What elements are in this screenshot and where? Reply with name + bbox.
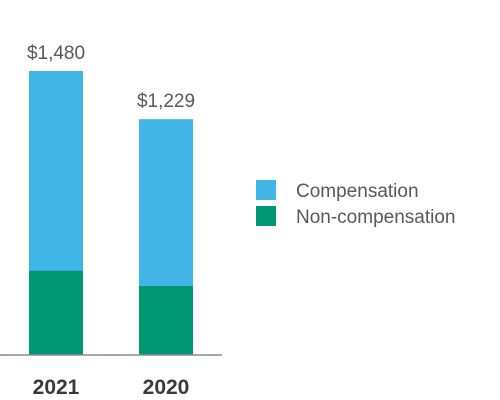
x-tick-label-2021: 2021 xyxy=(33,376,80,399)
total-label-2021: $1,480 xyxy=(27,43,85,64)
legend-label-non-compensation: Non-compensation xyxy=(296,207,455,228)
bar-non-compensation-2020 xyxy=(139,285,193,355)
x-tick-labels-group: 2021 2020 xyxy=(33,376,190,399)
total-labels-group: $1,480 $1,229 xyxy=(27,43,195,112)
legend-label-compensation: Compensation xyxy=(296,181,419,202)
total-label-2020: $1,229 xyxy=(137,91,195,112)
bar-compensation-2021 xyxy=(29,71,83,271)
bar-non-compensation-2021 xyxy=(29,270,83,355)
legend-swatch-compensation xyxy=(256,180,276,200)
legend-swatch-non-compensation xyxy=(256,206,276,226)
x-tick-label-2020: 2020 xyxy=(143,376,190,399)
legend: Compensation Non-compensation xyxy=(256,180,455,228)
bar-compensation-2020 xyxy=(139,119,193,286)
bars-group xyxy=(29,71,193,355)
